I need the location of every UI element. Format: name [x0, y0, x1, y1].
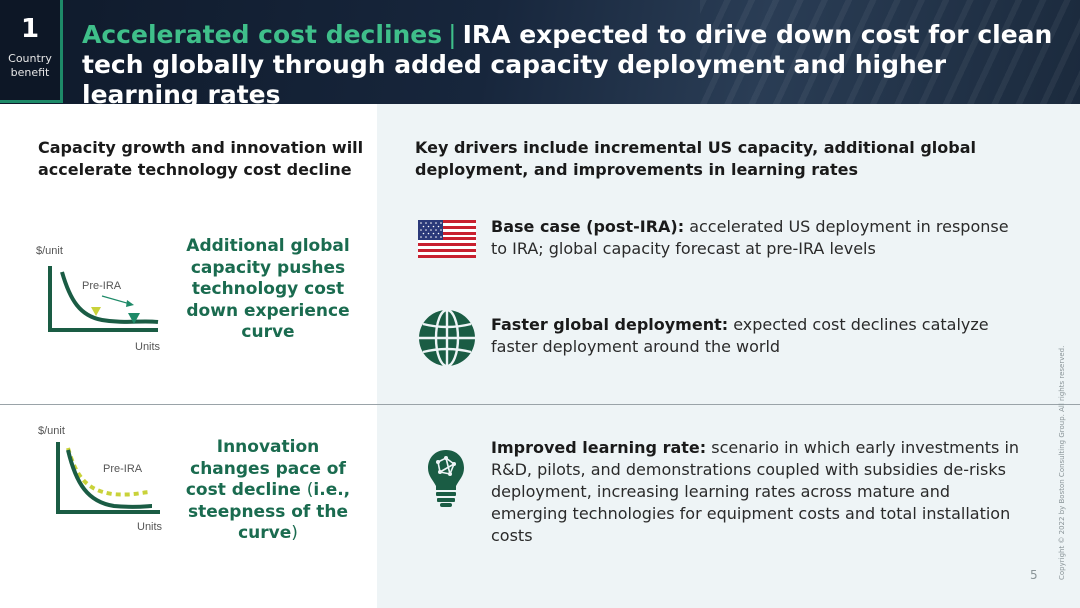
driver-global-deployment: Faster global deployment: expected cost … — [491, 314, 1021, 358]
driver-learning-rate-text: scenario in which early investments in R… — [491, 438, 1020, 545]
right-section-heading: Key drivers include incremental US capac… — [415, 138, 976, 179]
curve-label: Pre-IRA — [103, 463, 143, 475]
y-axis-label: $/unit — [38, 425, 65, 437]
experience-curve — [60, 271, 159, 324]
chapter-number: 1 — [20, 14, 40, 44]
driver-learning-rate: Improved learning rate: scenario in whic… — [491, 437, 1021, 547]
pre-ira-curve — [66, 447, 151, 497]
left-section-heading: Capacity growth and innovation will acce… — [38, 138, 364, 179]
header-background-texture — [700, 0, 1080, 104]
shift-arrowhead — [126, 300, 134, 307]
header-banner: 1 Country benefit Accelerated cost decli… — [0, 0, 1080, 104]
driver-base-case-text: accelerated US deployment in response to… — [491, 217, 1009, 258]
post-ira-curve — [66, 449, 153, 509]
experience-curve-diagram-innovation: $/unit Pre-IRA Units — [32, 420, 182, 540]
title-main: IRA expected to drive down cost for clea… — [82, 20, 1053, 104]
section-divider — [0, 404, 1080, 405]
paren-open: ( — [306, 480, 314, 500]
lightbulb-icon — [426, 448, 466, 512]
us-flag-icon — [418, 220, 476, 262]
callout-additional-capacity: Additional global capacity pushes techno… — [186, 236, 350, 342]
driver-global-deployment-text: expected cost declines catalyze faster d… — [491, 315, 989, 356]
paren-close: ) — [291, 523, 298, 543]
title-accent: Accelerated cost declines — [82, 20, 443, 49]
copyright-text: Copyright © 2022 by Boston Consulting Gr… — [1058, 345, 1066, 580]
page-title: Accelerated cost declines | IRA expected t… — [82, 20, 1062, 104]
axes — [48, 266, 158, 332]
x-axis-label: Units — [135, 341, 161, 353]
y-axis-label: $/unit — [36, 245, 63, 257]
driver-base-case-title: Base case (post-IRA): — [491, 217, 685, 236]
driver-global-deployment-title: Faster global deployment: — [491, 315, 729, 334]
callout-innovation-main: Innovation changes pace of cost decline — [185, 437, 346, 500]
shift-arrow — [101, 295, 131, 305]
curve-label: Pre-IRA — [82, 280, 122, 292]
driver-learning-rate-title: Improved learning rate: — [491, 438, 707, 457]
callout-innovation-paren: i.e., steepness of the curve — [187, 480, 351, 543]
page-number: 5 — [1030, 568, 1038, 582]
globe-icon — [417, 308, 477, 372]
experience-curve-diagram-capacity: $/unit Pre-IRA Units — [30, 238, 180, 358]
title-separator: | — [448, 20, 457, 49]
right-panel-background — [377, 104, 1080, 608]
post-ira-marker — [128, 313, 140, 324]
copyright-notice: Copyright © 2022 by Boston Consulting Gr… — [1058, 346, 1070, 580]
driver-base-case: Base case (post-IRA): accelerated US dep… — [491, 216, 1011, 260]
pre-ira-marker — [91, 307, 101, 316]
chapter-marker: 1 Country benefit — [0, 0, 63, 103]
x-axis-label: Units — [137, 521, 163, 533]
callout-innovation: Innovation changes pace of cost decline … — [180, 437, 356, 545]
chapter-label: Country benefit — [8, 52, 52, 79]
axes — [56, 442, 160, 514]
